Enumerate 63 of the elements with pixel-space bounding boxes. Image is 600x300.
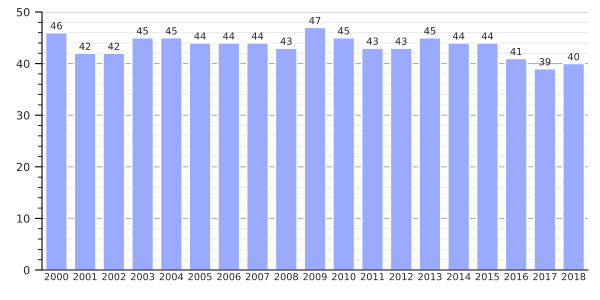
bar	[217, 42, 240, 270]
data-label: 45	[338, 27, 350, 35]
bar	[160, 37, 183, 270]
y-tick-label: 10	[17, 214, 30, 223]
bar	[332, 37, 356, 270]
bar	[533, 68, 556, 270]
x-tick-label: 2006	[217, 272, 241, 280]
x-tick-label: 2008	[274, 272, 298, 280]
x-tick-label: 2000	[44, 272, 68, 280]
bar	[390, 47, 413, 270]
data-label: 45	[424, 27, 436, 35]
x-tick-label: 2017	[533, 272, 556, 280]
bar	[418, 37, 442, 270]
x-tick-label: 2013	[418, 272, 442, 280]
x-tick-label: 2005	[188, 272, 212, 280]
data-label: 40	[568, 52, 580, 60]
x-tick-label: 2010	[332, 272, 356, 280]
x-tick-label: 2002	[102, 272, 126, 280]
bar	[504, 58, 528, 270]
data-label: 39	[539, 58, 550, 66]
bar	[74, 52, 97, 270]
data-label: 43	[280, 37, 292, 45]
y-tick-label: 50	[16, 8, 30, 16]
bar	[102, 52, 126, 270]
y-tick-label: 20	[16, 162, 30, 172]
data-label: 46	[50, 22, 62, 30]
y-tick-label: 0	[24, 266, 30, 274]
data-label: 42	[79, 42, 90, 50]
data-label: 44	[194, 32, 206, 40]
data-label: 44	[452, 32, 464, 40]
data-label: 43	[396, 37, 407, 45]
x-tick-label: 2011	[360, 272, 384, 280]
bar	[274, 47, 298, 270]
x-tick-label: 2004	[160, 272, 184, 280]
data-label: 41	[510, 48, 522, 56]
x-tick-label: 2016	[504, 272, 528, 280]
data-label: 44	[482, 32, 494, 40]
x-tick-label: 2007	[246, 272, 270, 280]
bar	[562, 62, 586, 270]
data-label: 42	[108, 42, 120, 50]
x-tick-label: 2001	[73, 272, 97, 280]
y-tick-label: 30	[16, 111, 30, 120]
x-tick-label: 2018	[562, 272, 586, 280]
data-label: 45	[136, 27, 148, 35]
bar	[246, 42, 269, 270]
bar	[447, 42, 470, 270]
data-label: 45	[166, 27, 177, 35]
data-label: 44	[252, 32, 264, 40]
x-tick-label: 2003	[130, 272, 154, 280]
x-tick-label: 2009	[303, 272, 327, 280]
bar	[304, 26, 326, 270]
bar	[188, 42, 212, 270]
bar	[361, 47, 384, 270]
x-tick-label: 2015	[476, 272, 499, 280]
bar	[131, 37, 154, 270]
bar	[476, 42, 499, 270]
bar	[44, 32, 68, 270]
x-tick-label: 2012	[390, 272, 413, 280]
data-label: 47	[309, 16, 320, 24]
data-label: 43	[366, 37, 378, 45]
y-tick-label: 40	[16, 60, 30, 68]
x-tick-label: 2014	[447, 272, 471, 280]
data-label: 44	[223, 32, 234, 40]
